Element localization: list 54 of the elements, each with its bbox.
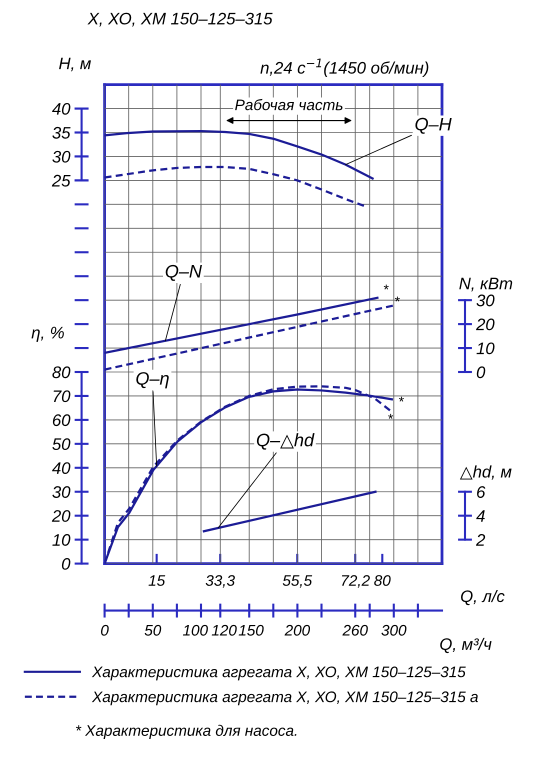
x-tick-label: 120 bbox=[212, 624, 237, 636]
y-tick-label: 50 bbox=[52, 438, 70, 450]
x-tick-label: 50 bbox=[144, 624, 162, 636]
annotation: Q–N bbox=[166, 264, 202, 281]
y-tick-label: 20 bbox=[476, 318, 495, 330]
y-tick-label: 2 bbox=[476, 534, 486, 546]
y-tick-label: 35 bbox=[52, 126, 71, 139]
x-tick-label: 150 bbox=[238, 624, 264, 636]
line-series bbox=[104, 166, 366, 207]
x-axis-title: Q, м³/ч bbox=[440, 638, 492, 654]
annotation: Рабочая часть bbox=[235, 98, 342, 110]
x-tick-label: 100 bbox=[182, 624, 208, 636]
y-tick-label: 6 bbox=[477, 486, 486, 498]
x2-tick-label: 33,3 bbox=[206, 575, 235, 588]
y-tick-label: 40 bbox=[52, 462, 70, 474]
y-tick-label: 0 bbox=[62, 558, 70, 570]
y-tick-label: 40 bbox=[52, 102, 70, 115]
x2-tick-label: 80 bbox=[374, 575, 391, 586]
annotation: * bbox=[398, 396, 404, 402]
annotation: Q–H bbox=[415, 118, 452, 134]
annotation: Q–η bbox=[136, 372, 169, 388]
x-tick-label: 0 bbox=[101, 624, 109, 636]
y-tick-label: 10 bbox=[476, 342, 495, 354]
legend-label: Характеристика агрегата Х, ХО, ХМ 150–125–315 а bbox=[92, 691, 478, 706]
y-tick-label: 60 bbox=[52, 414, 70, 426]
chart-subtitle: n,24 с$^{−1}$(1450 об/мин) bbox=[260, 58, 428, 78]
x-tick-label: 260 bbox=[342, 624, 368, 636]
y-tick-label: 70 bbox=[54, 390, 70, 402]
y-tick-label: 0 bbox=[476, 366, 486, 378]
x2-axis-title: Q, л/с bbox=[461, 590, 505, 606]
legend-label: Характеристика агрегата Х, ХО, ХМ 150–125–315 bbox=[92, 666, 466, 680]
x2-tick-label: 55,5 bbox=[282, 575, 312, 588]
y-tick-label: 30 bbox=[52, 150, 70, 163]
y-tick-label: 80 bbox=[52, 366, 70, 378]
y-tick-label: 4 bbox=[476, 510, 485, 522]
y-tick-label: 25 bbox=[52, 174, 71, 187]
line-series bbox=[104, 130, 374, 180]
y-axis-title: H, м bbox=[59, 58, 91, 72]
x-tick-label: 300 bbox=[381, 624, 406, 636]
y-axis-title: η, % bbox=[32, 326, 64, 342]
text: * Характеристика для насоса. bbox=[76, 724, 296, 739]
x2-tick-label: 15 bbox=[148, 575, 166, 586]
annotation: * bbox=[384, 284, 389, 290]
chart-title: Х, ХО, ХМ 150–125–315 bbox=[87, 12, 273, 27]
y-tick-label: 30 bbox=[52, 486, 70, 498]
x2-tick-label: 72,2 bbox=[342, 575, 370, 588]
annotation: Q–△hd bbox=[256, 433, 315, 450]
y-tick-label: 10 bbox=[52, 534, 70, 546]
y-tick-label: 20 bbox=[52, 510, 70, 522]
y-tick-label: 30 bbox=[476, 294, 495, 306]
y-axis-title: △hd, м bbox=[460, 465, 512, 480]
x-tick-label: 200 bbox=[284, 624, 310, 636]
annotation: * bbox=[388, 414, 394, 419]
y-axis-title: N, кВт bbox=[459, 278, 512, 292]
